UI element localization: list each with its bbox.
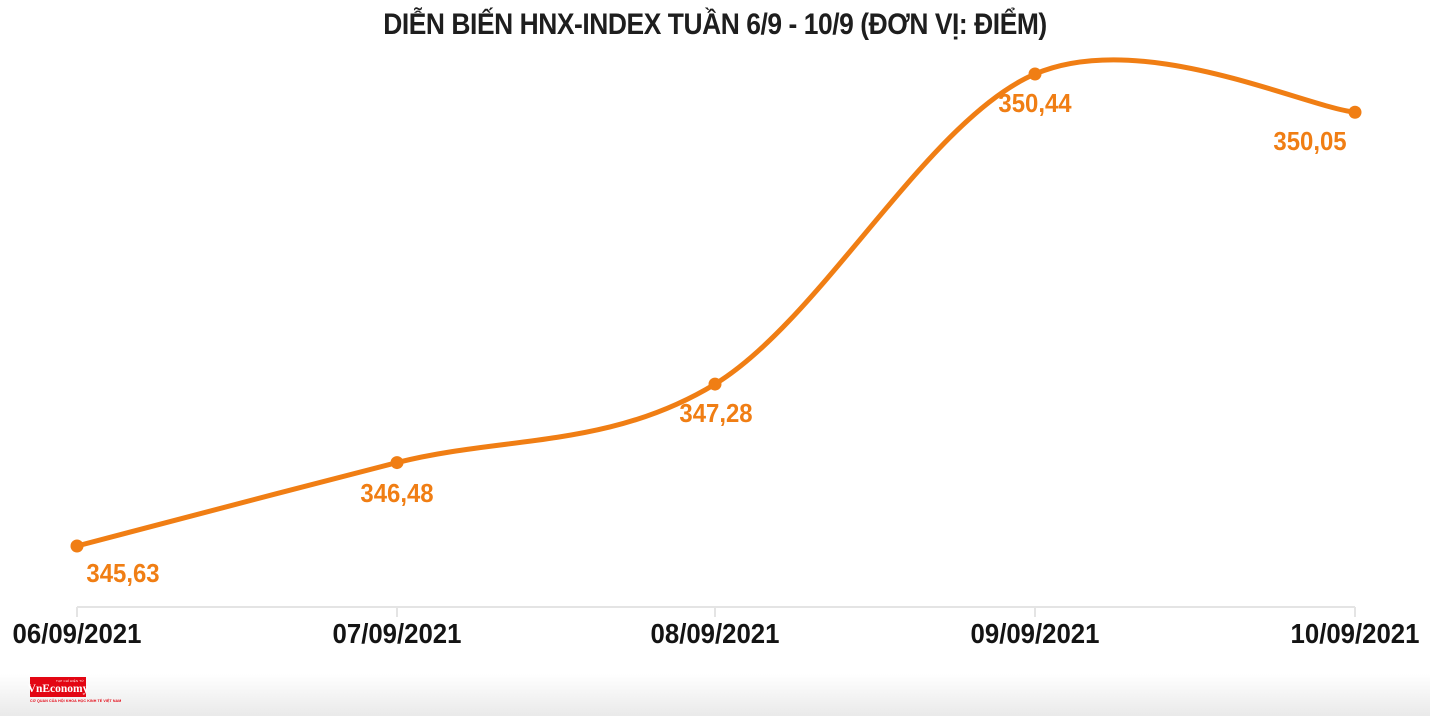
vneconomy-logo: TẠP CHÍ ĐIỆN TỬ VnEconomy CƠ QUAN CỦA HỘ…: [27, 677, 122, 703]
x-axis-label-3: 09/09/2021: [970, 618, 1100, 649]
logo-tagline: CƠ QUAN CỦA HỘI KHOA HỌC KINH TẾ VIỆT NA…: [30, 699, 122, 703]
point-value-label-1: 346,48: [360, 477, 434, 508]
footer-fade: [0, 674, 1430, 716]
data-point-marker-4: [1348, 105, 1362, 119]
x-axis-label-1: 07/09/2021: [332, 618, 462, 649]
point-value-label-0: 345,63: [86, 558, 160, 588]
series-line-hnx-index: [74, 57, 1358, 549]
point-value-label-4: 350,05: [1273, 126, 1347, 157]
chart-title: DIỄN BIẾN HNX-INDEX TUẦN 6/9 - 10/9 (ĐƠN…: [383, 8, 1047, 41]
data-point-marker-2: [708, 377, 722, 391]
logo-top-text: TẠP CHÍ ĐIỆN TỬ: [56, 678, 84, 683]
data-point-marker-1: [390, 456, 404, 470]
point-value-label-3: 350,44: [998, 87, 1072, 118]
x-axis-label-0: 06/09/2021: [12, 618, 142, 649]
point-value-label-2: 347,28: [679, 398, 753, 429]
data-point-marker-0: [70, 539, 84, 553]
logo-wordmark: VnEconomy: [27, 682, 89, 695]
vneconomy-logo-box: TẠP CHÍ ĐIỆN TỬ VnEconomy: [27, 677, 89, 697]
x-axis-label-2: 08/09/2021: [650, 618, 780, 649]
data-point-marker-3: [1028, 67, 1042, 81]
x-axis-label-4: 10/09/2021: [1290, 618, 1420, 649]
